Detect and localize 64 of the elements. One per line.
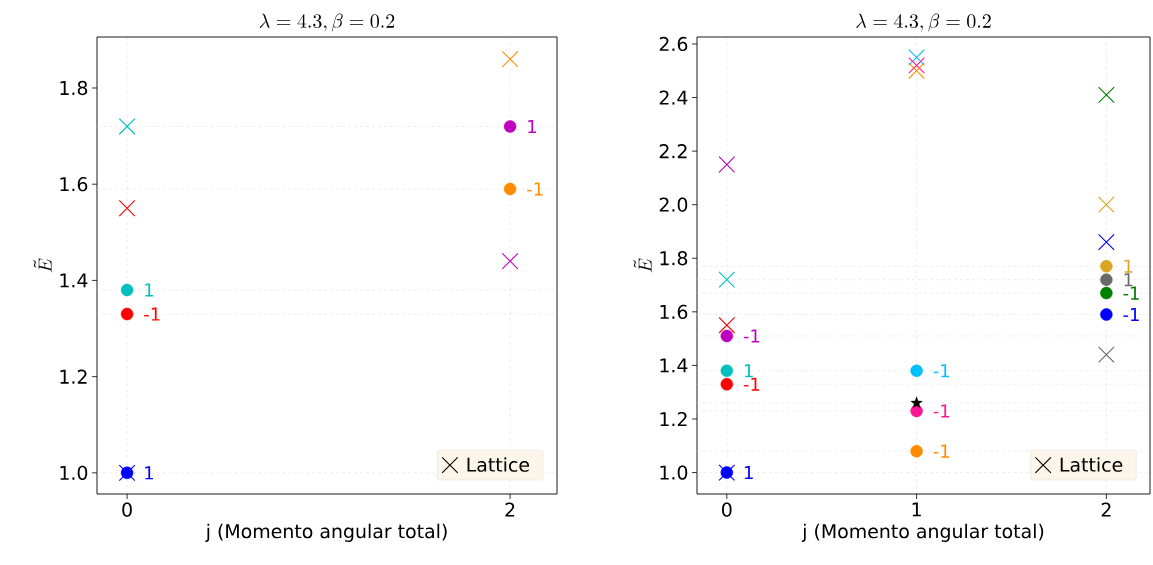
point bbox=[1098, 196, 1115, 214]
text: Lattice bbox=[1060, 457, 1123, 472]
y-tick-label: 1.0 bbox=[660, 465, 688, 480]
point bbox=[908, 57, 925, 74]
annotation: -1 bbox=[933, 364, 950, 378]
point bbox=[1098, 346, 1115, 364]
x-axis-title: j (Momento angular total) bbox=[801, 523, 1044, 542]
y-axis-title: $\tilde{E}$ bbox=[33, 258, 52, 273]
annotation: -1 bbox=[743, 377, 760, 391]
y-tick-label: 1.2 bbox=[660, 411, 687, 427]
point bbox=[720, 329, 733, 343]
annotation: 1 bbox=[145, 283, 154, 297]
annotation: 1 bbox=[528, 119, 537, 134]
point bbox=[1100, 308, 1113, 321]
point bbox=[1098, 233, 1115, 251]
y-tick-label: 1.6 bbox=[660, 304, 688, 319]
x-tick-label: 2 bbox=[505, 502, 515, 517]
x-tick-label: 0 bbox=[122, 502, 132, 517]
x-tick-label: 2 bbox=[1101, 502, 1111, 517]
point bbox=[1100, 273, 1113, 286]
point bbox=[718, 271, 736, 289]
y-tick-label: 1.6 bbox=[60, 177, 88, 192]
point bbox=[718, 316, 736, 334]
point bbox=[720, 377, 733, 391]
annotation: 1 bbox=[145, 466, 154, 480]
y-tick-label: 2.2 bbox=[659, 144, 687, 159]
x-tick-label: 1 bbox=[912, 502, 921, 517]
y-tick-label: 2.6 bbox=[659, 36, 688, 52]
chart-title: $\lambda = 4.3, \beta = 0.2$ bbox=[856, 13, 991, 32]
annotation: 1 bbox=[744, 364, 753, 378]
annotation: 1 bbox=[744, 466, 753, 480]
annotation: 1 bbox=[1124, 259, 1133, 273]
point bbox=[910, 404, 923, 418]
point bbox=[910, 364, 923, 377]
y-axis-title: $\tilde{E}$ bbox=[633, 258, 652, 273]
y-tick-label: 1.0 bbox=[60, 465, 88, 480]
y-tick-label: 1.8 bbox=[60, 80, 88, 96]
annotation: -1 bbox=[1123, 286, 1139, 300]
y-tick-label: 1.4 bbox=[60, 273, 88, 288]
annotation: -1 bbox=[933, 404, 950, 418]
point bbox=[910, 396, 923, 409]
point bbox=[1100, 286, 1113, 300]
y-tick-label: 1.8 bbox=[660, 251, 688, 266]
point bbox=[1098, 86, 1115, 104]
x-tick-label: 0 bbox=[722, 502, 732, 517]
point bbox=[910, 444, 923, 458]
y-tick-label: 1.4 bbox=[660, 358, 688, 373]
point bbox=[720, 364, 733, 377]
point bbox=[908, 62, 925, 80]
text: Lattice bbox=[467, 457, 530, 472]
annotation: -1 bbox=[743, 329, 760, 343]
x-axis-title: j (Momento angular total) bbox=[205, 523, 447, 542]
annotation: -1 bbox=[144, 307, 160, 321]
point bbox=[718, 156, 736, 173]
y-tick-label: 2.4 bbox=[659, 90, 688, 105]
annotation: -1 bbox=[527, 182, 543, 196]
y-tick-label: 1.2 bbox=[60, 369, 87, 384]
chart-title: $\lambda = 4.3, \beta = 0.2$ bbox=[259, 13, 395, 32]
point bbox=[908, 49, 925, 66]
annotation: 1 bbox=[1124, 273, 1133, 287]
annotation: -1 bbox=[933, 444, 950, 458]
point bbox=[1100, 260, 1113, 273]
y-tick-label: 2.0 bbox=[659, 197, 688, 212]
annotation: -1 bbox=[1123, 307, 1139, 322]
